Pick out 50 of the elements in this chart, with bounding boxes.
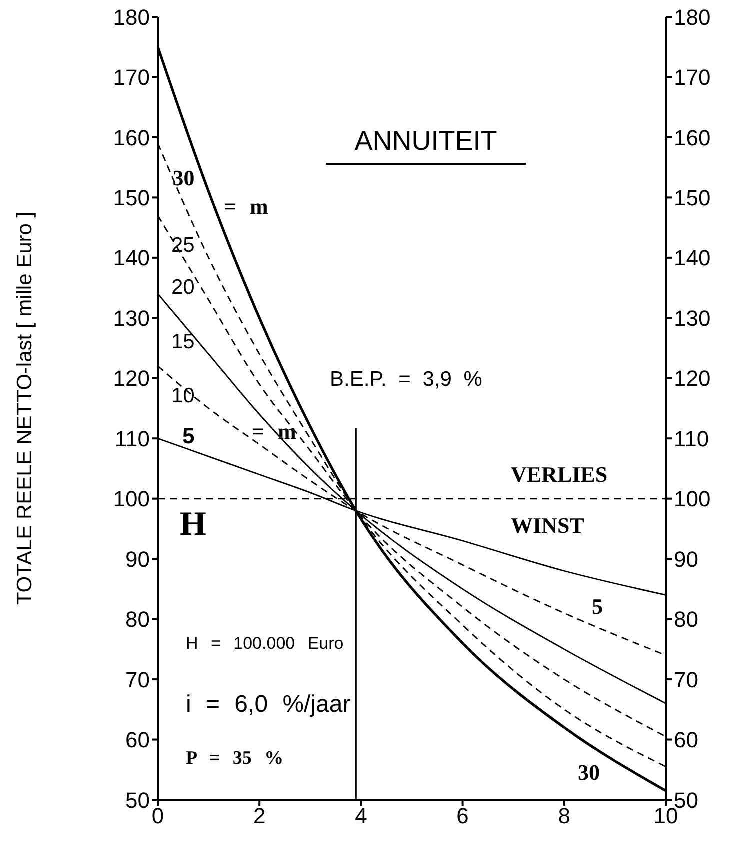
y2-tick-label: 160 (674, 125, 711, 150)
x-tick-label: 2 (253, 804, 266, 829)
y-tick-label: 110 (114, 426, 150, 452)
series-label: 5 (182, 424, 195, 449)
y-tick-label: 80 (126, 607, 150, 632)
y-tick-label: 180 (113, 4, 150, 30)
series-label: 20 (171, 276, 195, 300)
y2-tick-label: 130 (674, 306, 711, 331)
y-tick-label: 130 (113, 306, 150, 331)
y2-tick-label: 100 (674, 486, 711, 512)
y-tick-label: 150 (113, 186, 150, 210)
y-tick-label: 140 (113, 246, 150, 271)
y-tick-label: 120 (113, 366, 150, 392)
x-tick-label: 4 (355, 804, 368, 829)
annotation: WINST (511, 513, 584, 539)
annotation: i = 6,0 %/jaar (186, 691, 351, 719)
annotation: P = 35 % (186, 748, 284, 770)
x-tick-label: 0 (152, 804, 164, 829)
ref-line-label: B.E.P. = 3,9 % (330, 368, 482, 392)
y2-tick-label: 110 (674, 426, 710, 452)
y-tick-label: 60 (126, 728, 150, 753)
y-tick-label: 50 (126, 788, 150, 813)
y-tick-label: 70 (126, 667, 150, 692)
y2-tick-label: 90 (674, 546, 698, 572)
y2-tick-label: 70 (674, 667, 698, 692)
y-tick-label: 170 (113, 65, 150, 90)
y2-tick-label: 140 (674, 246, 711, 271)
series-label: 10 (171, 384, 195, 408)
series-label: 30 (172, 166, 195, 191)
annotation: = m (224, 194, 268, 220)
y-tick-label: 160 (113, 125, 150, 150)
y2-tick-label: 170 (674, 65, 711, 90)
y-tick-label: 100 (113, 486, 150, 512)
y2-tick-label: 150 (674, 186, 711, 210)
y2-tick-label: 120 (674, 366, 711, 392)
y-axis-title: TOTALE REELE NETTO-last [ mille Euro ] (13, 212, 36, 606)
series-label: 15 (171, 330, 195, 354)
annotation: H = 100.000 Euro (186, 634, 344, 654)
annotation: VERLIES (511, 462, 608, 488)
annotation: 5 (592, 594, 603, 620)
y-tick-label: 90 (126, 546, 150, 572)
y2-tick-label: 80 (674, 607, 698, 632)
series-label: 25 (171, 234, 195, 257)
y2-tick-label: 180 (674, 4, 711, 30)
y2-tick-label: 60 (674, 728, 698, 753)
x-tick-label: 6 (456, 804, 469, 829)
annotation: 30 (578, 760, 600, 786)
x-tick-label: 8 (558, 804, 571, 829)
text: ANNUITEIT (326, 126, 526, 165)
annotation: H (180, 506, 206, 544)
